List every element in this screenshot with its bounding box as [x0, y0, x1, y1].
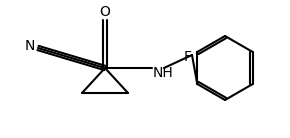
Text: O: O	[99, 5, 110, 19]
Text: NH: NH	[153, 66, 173, 80]
Text: F: F	[183, 50, 191, 64]
Text: N: N	[25, 39, 35, 53]
